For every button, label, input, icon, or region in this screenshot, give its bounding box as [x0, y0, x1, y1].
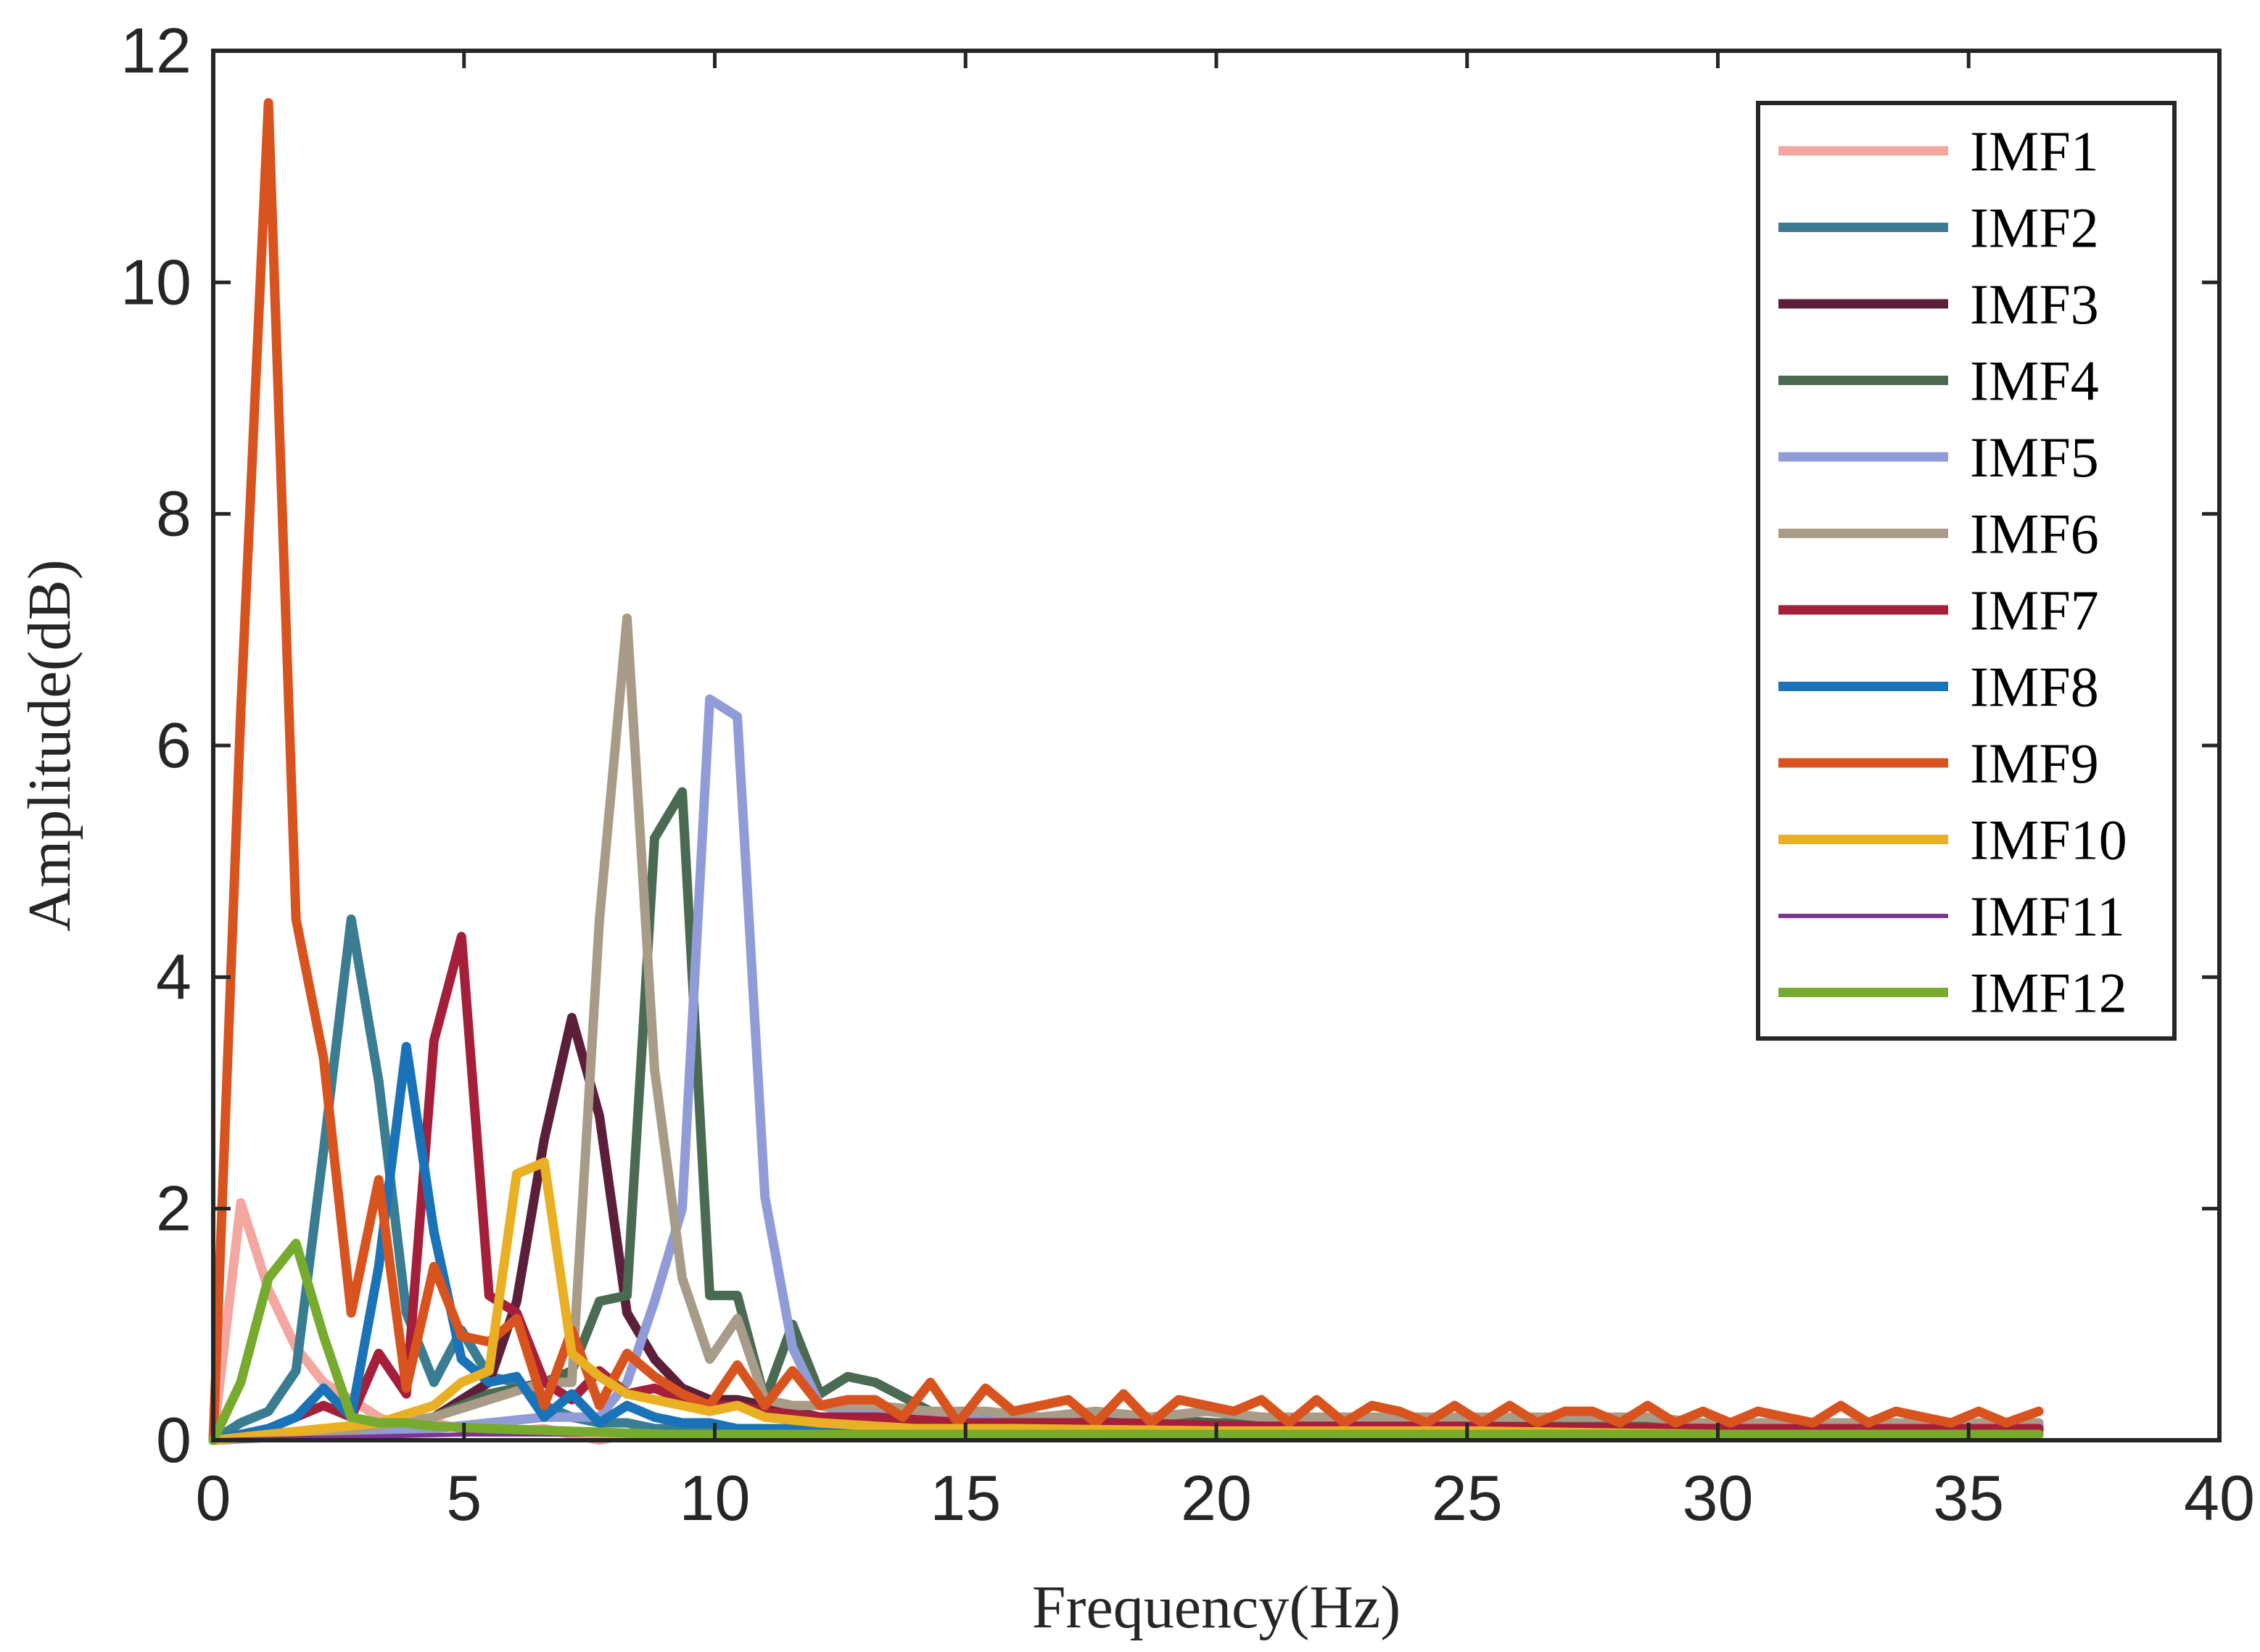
x-tick-label: 10	[680, 1462, 751, 1534]
x-tick-label: 5	[446, 1462, 482, 1534]
legend-label: IMF3	[1970, 273, 2099, 336]
y-tick-label: 10	[120, 246, 191, 318]
legend-label: IMF8	[1970, 656, 2099, 719]
legend-label: IMF5	[1970, 426, 2099, 489]
x-tick-label: 25	[1432, 1462, 1503, 1534]
legend-label: IMF6	[1970, 503, 2099, 566]
y-tick-label: 12	[120, 15, 191, 86]
axis-ticks: 0 5 10 15 20 25 30 35 40 0 2 4 6 8 10 12	[120, 15, 2255, 1534]
legend-box	[1756, 101, 2177, 1041]
x-tick-label: 35	[1933, 1462, 2004, 1534]
legend-label: IMF1	[1970, 120, 2099, 183]
legend-label: IMF2	[1970, 197, 2099, 260]
x-tick-label: 0	[196, 1462, 231, 1534]
series-line-imf9	[208, 98, 2044, 1445]
x-axis-title: Frequency(Hz)	[1032, 1574, 1401, 1641]
legend-label: IMF10	[1970, 809, 2127, 872]
y-tick-label: 8	[156, 478, 191, 550]
legend-label: IMF11	[1970, 885, 2125, 948]
y-tick-label: 4	[156, 941, 191, 1012]
series-layer	[208, 98, 2044, 1445]
y-axis-title: Amplitude(dB)	[16, 559, 83, 931]
legend-label: IMF4	[1970, 350, 2099, 413]
legend-label: IMF9	[1970, 732, 2099, 795]
legend-label: IMF12	[1970, 962, 2127, 1025]
y-tick-label: 0	[156, 1404, 191, 1476]
x-tick-label: 20	[1181, 1462, 1252, 1534]
series-line-imf10	[208, 1157, 2044, 1445]
x-tick-label: 30	[1683, 1462, 1754, 1534]
x-tick-label: 15	[930, 1462, 1001, 1534]
x-tick-label: 40	[2184, 1462, 2255, 1534]
y-tick-label: 2	[156, 1173, 191, 1244]
legend-label: IMF7	[1970, 579, 2099, 642]
legend: IMF1 IMF2 IMF3 IMF4 IMF5 IMF6 IMF7 IMF8 IMF9 IMF1…	[1756, 101, 2177, 1041]
series-line-imf12	[208, 1239, 2044, 1445]
y-tick-label: 6	[156, 709, 191, 781]
